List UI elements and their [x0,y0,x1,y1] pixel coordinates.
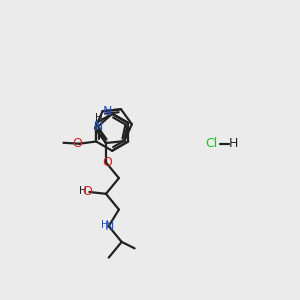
Text: O: O [102,156,112,169]
Text: H: H [229,137,239,150]
Text: Cl: Cl [206,137,218,150]
Text: N: N [105,220,114,233]
Text: H: H [101,220,109,230]
Text: H: H [79,186,86,196]
Text: O: O [72,137,82,150]
Text: H: H [94,113,102,123]
Text: O: O [82,185,92,199]
Text: N: N [103,105,112,118]
Text: N: N [94,120,103,133]
